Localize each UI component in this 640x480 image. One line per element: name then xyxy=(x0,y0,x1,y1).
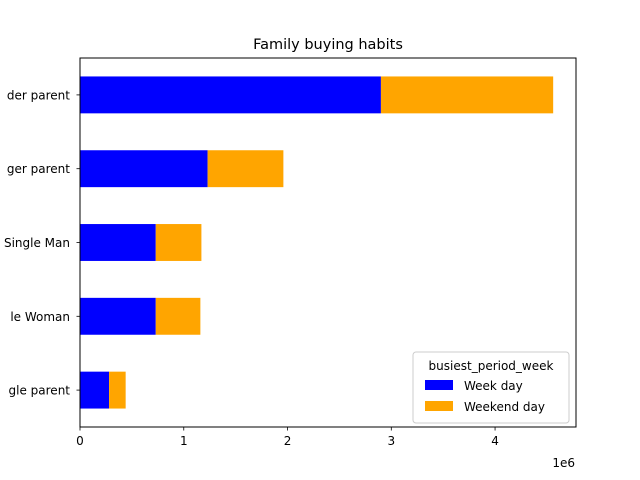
legend-label-weekend-day: Weekend day xyxy=(464,400,545,414)
x-tick-label: 3 xyxy=(387,434,395,448)
bar-younger-parent-week-day xyxy=(80,150,208,188)
bar-single-woman-weekend-day xyxy=(155,297,201,335)
bar-single-woman-week-day xyxy=(80,297,156,335)
y-tick-label: der parent xyxy=(7,88,70,102)
legend-swatch-week-day xyxy=(425,380,453,390)
bar-single-man-week-day xyxy=(80,224,156,261)
bar-single-man-weekend-day xyxy=(155,224,202,261)
legend-swatch-weekend-day xyxy=(425,401,453,411)
bar-younger-parent-weekend-day xyxy=(207,150,284,188)
x-tick-label: 0 xyxy=(76,434,84,448)
chart-title: Family buying habits xyxy=(253,37,403,53)
bar-single-parent-weekend-day xyxy=(109,371,126,409)
y-tick-label: ger parent xyxy=(7,162,70,176)
bars-layer xyxy=(80,76,554,409)
x-tick-label: 4 xyxy=(491,434,499,448)
bar-older-parent-week-day xyxy=(80,76,381,114)
y-tick-label: gle parent xyxy=(9,384,71,398)
legend-label-week-day: Week day xyxy=(464,379,523,393)
y-tick-label: Single Man xyxy=(4,236,70,250)
plot-frame xyxy=(79,57,577,428)
legend: busiest_period_week Week day Weekend day xyxy=(412,351,570,424)
x-axis-ticks: 0 1 2 3 4 xyxy=(76,427,499,448)
bar-single-parent-week-day xyxy=(80,371,110,409)
x-axis-offset-label: 1e6 xyxy=(552,456,575,470)
x-tick-label: 2 xyxy=(284,434,292,448)
x-tick-label: 1 xyxy=(180,434,188,448)
y-axis-ticks: gle parent le Woman Single Man ger parent de… xyxy=(4,88,80,398)
y-tick-label: le Woman xyxy=(10,310,70,324)
legend-title: busiest_period_week xyxy=(429,359,554,373)
bar-older-parent-weekend-day xyxy=(380,76,554,114)
